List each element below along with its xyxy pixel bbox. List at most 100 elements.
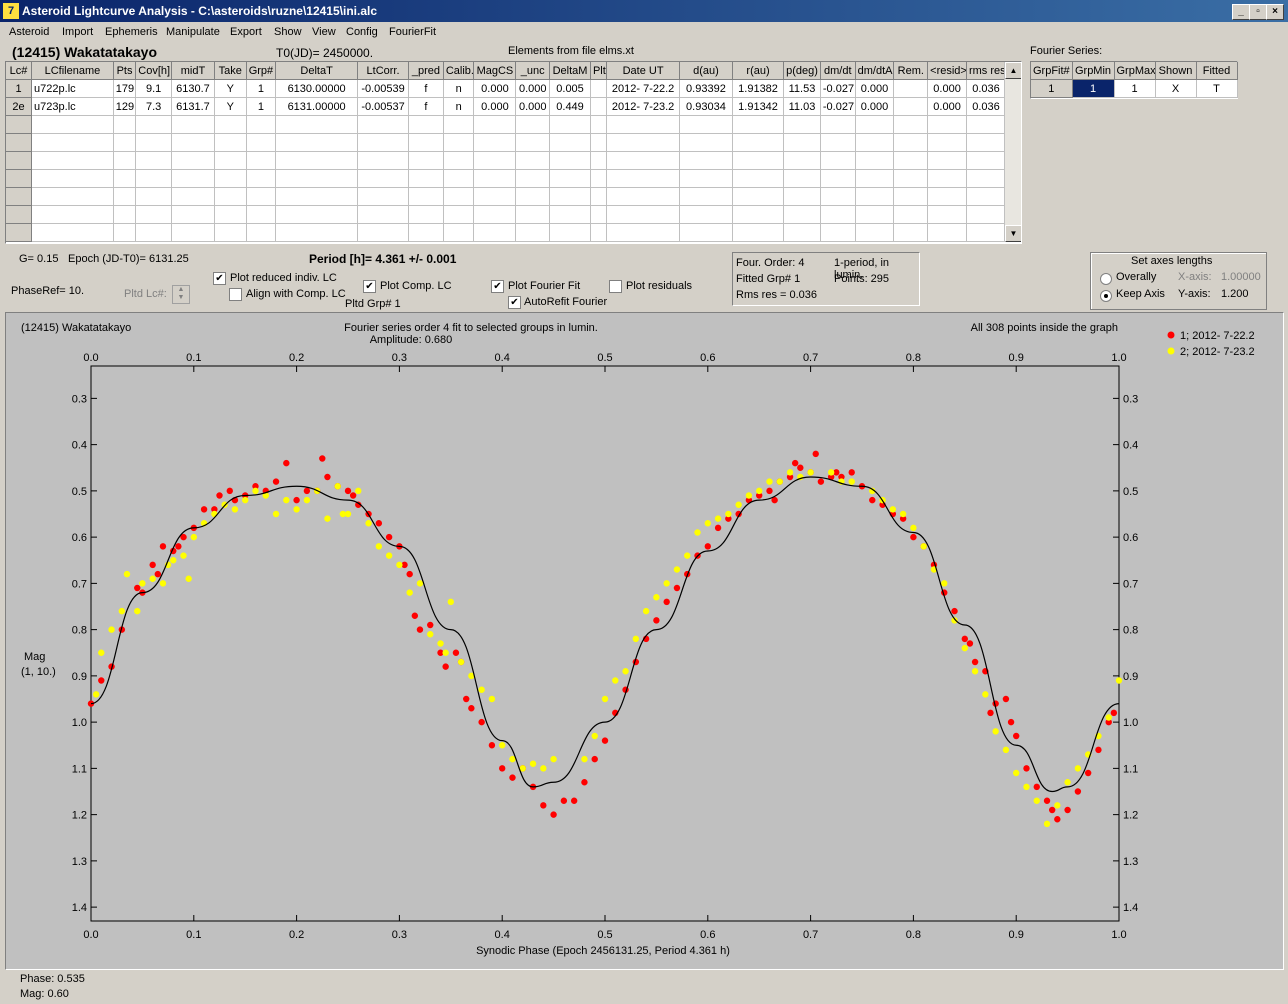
table-cell[interactable] bbox=[171, 205, 215, 224]
table-cell[interactable] bbox=[783, 169, 821, 188]
table-cell[interactable] bbox=[893, 205, 929, 224]
table-cell[interactable]: u723p.lc bbox=[31, 97, 114, 116]
menu-view[interactable]: View bbox=[312, 26, 336, 38]
fourier-cell-grpmax[interactable]: 1 bbox=[1114, 79, 1156, 98]
table-cell[interactable] bbox=[515, 223, 551, 242]
table-cell[interactable] bbox=[549, 205, 591, 224]
table-cell[interactable] bbox=[820, 133, 856, 152]
empty-row[interactable] bbox=[6, 151, 1007, 170]
empty-row[interactable] bbox=[6, 205, 1007, 224]
table-cell[interactable] bbox=[855, 151, 895, 170]
table-cell[interactable] bbox=[732, 169, 785, 188]
table-cell[interactable] bbox=[927, 151, 967, 170]
table-cell[interactable] bbox=[927, 205, 967, 224]
table-cell[interactable]: 7.3 bbox=[135, 97, 173, 116]
menu-manipulate[interactable]: Manipulate bbox=[166, 26, 220, 38]
table-cell[interactable]: 0.036 bbox=[966, 97, 1007, 116]
table-cell[interactable] bbox=[31, 115, 114, 134]
fourier-col-grpmin[interactable]: GrpMin bbox=[1072, 62, 1115, 80]
table-cell[interactable]: 0.000 bbox=[855, 97, 895, 116]
table-cell[interactable] bbox=[590, 97, 608, 116]
table-cell[interactable] bbox=[893, 187, 929, 206]
x-axis-value[interactable]: 1.00000 bbox=[1221, 271, 1261, 283]
table-cell[interactable] bbox=[214, 169, 247, 188]
table-cell[interactable] bbox=[171, 115, 215, 134]
plot-panel[interactable]: (12415) Wakatatakayo Fourier series orde… bbox=[5, 312, 1284, 970]
table-cell[interactable] bbox=[246, 151, 277, 170]
fourier-col-shown[interactable]: Shown bbox=[1155, 62, 1197, 80]
table-cell[interactable] bbox=[966, 115, 1007, 134]
table-cell[interactable] bbox=[679, 205, 734, 224]
table-cell[interactable]: -0.027 bbox=[820, 97, 856, 116]
table-cell[interactable] bbox=[113, 223, 137, 242]
lc-col-header[interactable]: Pts bbox=[113, 62, 137, 80]
table-cell[interactable] bbox=[927, 223, 967, 242]
table-cell[interactable] bbox=[820, 187, 856, 206]
table-cell[interactable] bbox=[275, 169, 358, 188]
table-cell[interactable] bbox=[31, 151, 114, 170]
table-cell[interactable] bbox=[171, 169, 215, 188]
table-cell[interactable]: 6130.00000 bbox=[275, 79, 358, 98]
row-header[interactable] bbox=[6, 115, 33, 134]
lc-col-header[interactable]: _pred bbox=[408, 62, 444, 80]
fourier-col-grpmax[interactable]: GrpMax bbox=[1114, 62, 1156, 80]
table-cell[interactable] bbox=[135, 169, 173, 188]
fourier-table[interactable]: GrpFit# GrpMin GrpMax Shown Fitted 1 1 1… bbox=[1030, 61, 1238, 99]
table-cell[interactable] bbox=[732, 223, 785, 242]
table-cell[interactable] bbox=[515, 151, 551, 170]
table-cell[interactable]: n bbox=[443, 79, 475, 98]
table-cell[interactable]: 11.53 bbox=[783, 79, 821, 98]
table-cell[interactable] bbox=[408, 205, 444, 224]
table-cell[interactable]: -0.00539 bbox=[357, 79, 410, 98]
table-cell[interactable] bbox=[732, 187, 785, 206]
fourier-cell-shown[interactable]: X bbox=[1155, 79, 1197, 98]
row-header[interactable]: 2e bbox=[6, 97, 33, 116]
table-cell[interactable] bbox=[855, 133, 895, 152]
minimize-button[interactable]: _ bbox=[1232, 4, 1250, 20]
table-cell[interactable] bbox=[443, 133, 475, 152]
lc-col-header[interactable]: Plt bbox=[590, 62, 608, 80]
table-cell[interactable]: 0.005 bbox=[549, 79, 591, 98]
table-cell[interactable]: u722p.lc bbox=[31, 79, 114, 98]
table-cell[interactable] bbox=[214, 151, 247, 170]
table-cell[interactable] bbox=[855, 223, 895, 242]
table-cell[interactable] bbox=[679, 223, 734, 242]
lc-col-header[interactable]: DeltaT bbox=[275, 62, 358, 80]
table-cell[interactable]: 1 bbox=[246, 97, 277, 116]
table-cell[interactable] bbox=[783, 133, 821, 152]
table-cell[interactable] bbox=[515, 115, 551, 134]
table-cell[interactable] bbox=[214, 223, 247, 242]
table-cell[interactable] bbox=[135, 205, 173, 224]
table-cell[interactable] bbox=[820, 151, 856, 170]
table-cell[interactable]: Y bbox=[214, 97, 247, 116]
table-cell[interactable] bbox=[275, 151, 358, 170]
table-cell[interactable] bbox=[783, 205, 821, 224]
row-header[interactable] bbox=[6, 223, 33, 242]
table-cell[interactable] bbox=[590, 205, 608, 224]
table-cell[interactable] bbox=[113, 205, 137, 224]
lightcurve-chart[interactable]: (12415) Wakatatakayo Fourier series orde… bbox=[6, 313, 1283, 969]
table-cell[interactable] bbox=[135, 115, 173, 134]
table-cell[interactable] bbox=[515, 133, 551, 152]
lc-col-header[interactable]: p(deg) bbox=[783, 62, 821, 80]
table-cell[interactable]: -0.00537 bbox=[357, 97, 410, 116]
plot-comp-checkbox[interactable]: ✔ bbox=[363, 280, 376, 293]
table-cell[interactable]: 0.036 bbox=[966, 79, 1007, 98]
table-cell[interactable] bbox=[473, 223, 517, 242]
table-cell[interactable]: 0.000 bbox=[927, 97, 967, 116]
table-cell[interactable] bbox=[855, 187, 895, 206]
table-cell[interactable] bbox=[408, 115, 444, 134]
table-cell[interactable] bbox=[606, 115, 680, 134]
table-cell[interactable] bbox=[820, 223, 856, 242]
table-cell[interactable] bbox=[473, 187, 517, 206]
table-cell[interactable]: -0.027 bbox=[820, 79, 856, 98]
lc-col-header[interactable]: dm/dtA bbox=[855, 62, 895, 80]
table-cell[interactable]: 1 bbox=[246, 79, 277, 98]
row-header[interactable] bbox=[6, 133, 33, 152]
table-cell[interactable] bbox=[732, 151, 785, 170]
table-cell[interactable] bbox=[246, 133, 277, 152]
fourier-col-fitted[interactable]: Fitted bbox=[1196, 62, 1238, 80]
table-cell[interactable]: 0.000 bbox=[473, 79, 517, 98]
plot-residuals-checkbox[interactable] bbox=[609, 280, 622, 293]
table-cell[interactable] bbox=[31, 223, 114, 242]
